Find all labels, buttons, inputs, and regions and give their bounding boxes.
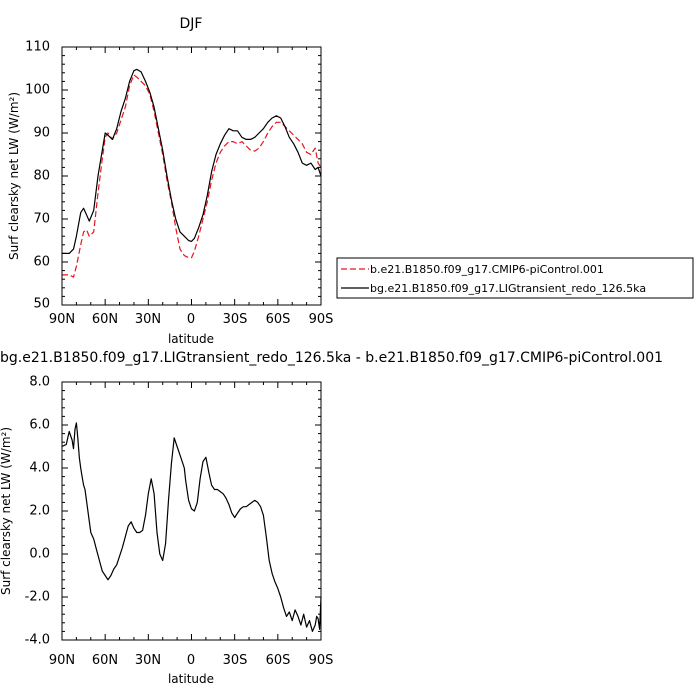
top-y-tick-label: 80 [33,169,50,184]
top-y-tick-label: 70 [33,212,50,227]
top-y-tick-label: 100 [25,83,50,98]
top-plot: 50 60 70 80 90 100 110 90N 60N 30N 0 30S… [7,40,333,347]
bottom-y-tick-label: -2.0 [25,590,50,605]
bottom-plot-title: bg.e21.B1850.f09_g17.LIGtransient_redo_1… [0,350,663,366]
top-y-ticks: 50 60 70 80 90 100 110 [25,40,50,312]
top-x-tick-label: 0 [187,312,195,327]
bottom-y-tick-label: -4.0 [25,633,50,648]
bottom-x-tick-label: 60N [92,653,118,668]
bottom-y-tick-label: 8.0 [29,375,50,390]
top-x-tick-label: 30N [135,312,161,327]
top-x-tick-label: 90S [309,312,334,327]
top-series-line-1 [62,68,322,254]
bottom-x-tick-label: 30N [135,653,161,668]
bottom-x-tick-label: 90S [309,653,334,668]
bottom-y-tick-label: 0.0 [29,547,50,562]
top-y-tick-label: 60 [33,255,50,270]
bottom-y-tick-label: 4.0 [29,461,50,476]
top-x-axis-label: latitude [168,332,214,346]
bottom-y-tick-label: 2.0 [29,504,50,519]
legend: b.e21.B1850.f09_g17.CMIP6-piControl.001 … [336,257,694,299]
top-x-tick-label: 30S [223,312,248,327]
top-x-tick-label: 90N [49,312,75,327]
bottom-y-tick-label: 6.0 [29,418,50,433]
bottom-y-ticks: -4.0 -2.0 0.0 2.0 4.0 6.0 8.0 [25,375,50,648]
top-y-tick-label: 50 [33,297,50,312]
legend-box [336,257,694,299]
bottom-plot: -4.0 -2.0 0.0 2.0 4.0 6.0 8.0 90N 60N 30… [0,375,333,687]
bottom-x-tick-label: 30S [223,653,248,668]
bottom-series-line-0 [61,422,322,633]
legend-label-LIGtransient: bg.e21.B1850.f09_g17.LIGtransient_redo_1… [370,282,646,295]
top-y-tick-label: 90 [33,126,50,141]
top-x-tick-label: 60S [266,312,291,327]
top-plot-title: DJF [180,16,203,32]
top-series-line-0 [62,74,322,278]
top-y-tick-label: 110 [25,40,50,55]
top-x-ticks: 90N 60N 30N 0 30S 60S 90S [49,312,334,327]
bottom-x-ticks: 90N 60N 30N 0 30S 60S 90S [49,653,334,668]
top-x-tick-label: 60N [92,312,118,327]
bottom-y-axis-label: Surf clearsky net LW (W/m²) [0,427,13,595]
legend-label-piControl: b.e21.B1850.f09_g17.CMIP6-piControl.001 [370,263,604,276]
bottom-x-tick-label: 90N [49,653,75,668]
bottom-x-tick-label: 0 [187,653,195,668]
top-plot-frame [61,46,322,306]
top-y-axis-label: Surf clearsky net LW (W/m²) [7,92,21,260]
bottom-x-tick-label: 60S [266,653,291,668]
bottom-x-axis-label: latitude [168,672,214,686]
bottom-plot-frame [61,381,322,641]
